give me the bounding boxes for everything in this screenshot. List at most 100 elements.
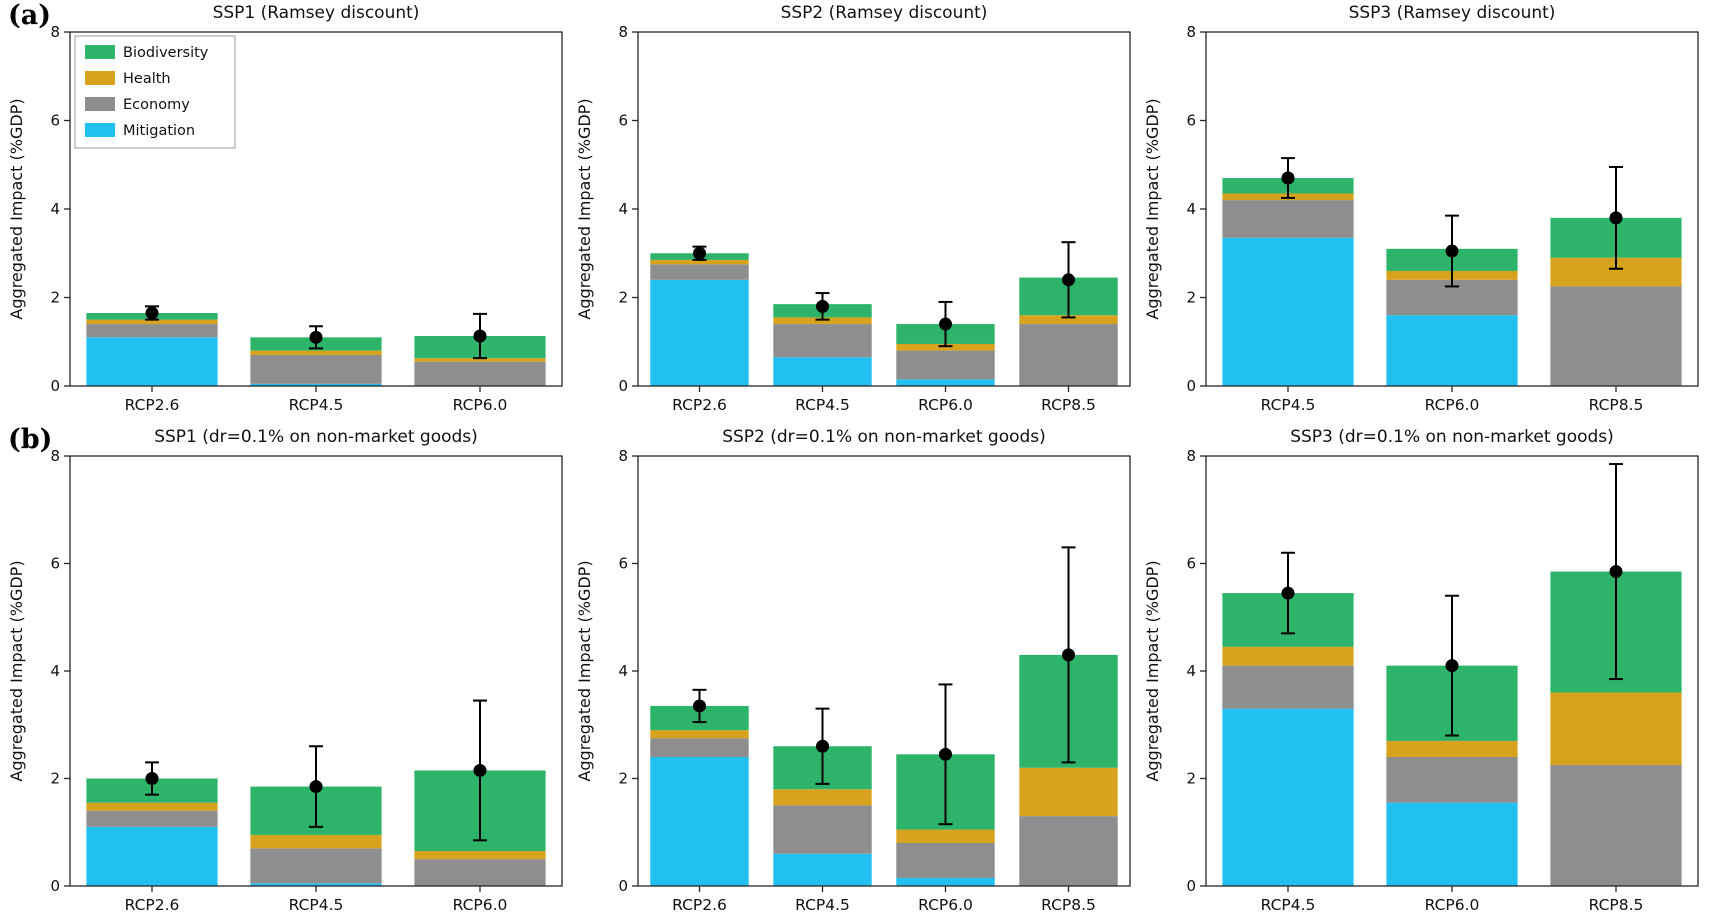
row-b: (b) SSP1 (dr=0.1% on non-market goods) A… (0, 424, 1724, 924)
bar-segment-economy (773, 805, 872, 854)
x-tick-label: RCP2.6 (672, 896, 727, 914)
bar-segment-mitigation (86, 826, 218, 886)
bar-segment-mitigation (86, 337, 218, 386)
mean-dot (309, 330, 323, 344)
x-tick-label: RCP4.5 (795, 396, 850, 414)
x-tick-label: RCP8.5 (1589, 396, 1644, 414)
legend-swatch-biodiversity (85, 45, 115, 59)
x-tick-label: RCP6.0 (1425, 396, 1480, 414)
chart-panel-ssp1-nonmarket: SSP1 (dr=0.1% on non-market goods) Aggre… (6, 424, 574, 924)
mean-dot (1281, 171, 1295, 185)
chart-title: SSP3 (Ramsey discount) (1348, 3, 1556, 23)
bar-segment-health (1019, 315, 1118, 325)
bar-segment-economy (650, 264, 749, 280)
mean-dot (1609, 565, 1623, 579)
bar-segment-economy (1386, 757, 1518, 803)
y-axis-label: Aggregated Impact (%GDP) (7, 560, 26, 781)
bar-segment-health (414, 358, 546, 362)
bar-segment-mitigation (250, 883, 382, 886)
axes-frame (69, 455, 563, 887)
x-tick-label: RCP4.5 (795, 896, 850, 914)
bar-segment-mitigation (250, 383, 382, 386)
y-tick-label: 6 (618, 112, 628, 130)
mean-dot (473, 763, 487, 777)
bar-segment-economy (414, 859, 546, 886)
bar-segment-health (250, 834, 382, 849)
bar-segment-health (86, 802, 218, 811)
bar-segment-health (86, 319, 218, 325)
y-tick-label: 4 (50, 200, 60, 218)
x-tick-label: RCP8.5 (1041, 896, 1096, 914)
mean-dot (816, 299, 829, 313)
y-tick-label: 4 (50, 662, 60, 680)
y-tick-label: 6 (1186, 112, 1196, 130)
y-tick-label: 6 (618, 555, 628, 573)
plot-area: Aggregated Impact (%GDP) 0 2 4 6 8 RCP2.6 RCP4.… (574, 23, 1142, 424)
chart-panel-ssp3-nonmarket: SSP3 (dr=0.1% on non-market goods) Aggre… (1142, 424, 1710, 924)
mean-dot (1445, 244, 1459, 258)
bar-segment-mitigation (1386, 802, 1518, 886)
y-axis-label: Aggregated Impact (%GDP) (575, 560, 594, 781)
bar-segment-economy (1222, 200, 1354, 238)
bar-segment-mitigation (1222, 237, 1354, 386)
legend-label: Health (123, 71, 171, 87)
mean-dot (145, 772, 159, 785)
mean-dot (473, 329, 487, 343)
bar-segment-health (1019, 767, 1118, 817)
y-tick-label: 2 (1186, 289, 1196, 307)
x-tick-label: RCP6.0 (918, 396, 973, 414)
legend-label: Biodiversity (123, 45, 209, 61)
y-tick-label: 8 (618, 26, 628, 41)
mean-dot (1609, 211, 1623, 225)
bar-segment-economy (1222, 665, 1354, 709)
bar-segment-economy (1550, 765, 1682, 886)
legend-swatch-economy (85, 97, 115, 111)
chart-svg: Aggregated Impact (%GDP) 0 2 4 6 8 RCP2.6 RCP4.… (7, 23, 563, 414)
mean-dot (816, 739, 829, 753)
bar-segment-health (1386, 740, 1518, 757)
bar-segment-mitigation (650, 757, 749, 886)
chart-svg: Aggregated Impact (%GDP) 0 2 4 6 8 RCP4.5 RCP6.… (1143, 23, 1699, 414)
plot-area: Aggregated Impact (%GDP) 0 2 4 6 8 RCP4.5 RCP6.… (1142, 23, 1710, 424)
bar-segment-economy (1019, 816, 1118, 886)
row-label-a: (a) (8, 0, 52, 31)
chart-panel-ssp2-nonmarket: SSP2 (dr=0.1% on non-market goods) Aggre… (574, 424, 1142, 924)
y-tick-label: 8 (1186, 26, 1196, 41)
row-label-b: (b) (8, 424, 53, 455)
y-tick-label: 4 (618, 200, 628, 218)
y-tick-label: 8 (618, 450, 628, 465)
chart-panel-ssp2-ramsey: SSP2 (Ramsey discount) Aggregated Impact… (574, 0, 1142, 424)
bar-segment-health (250, 350, 382, 356)
plot-area: Aggregated Impact (%GDP) 0 2 4 6 8 RCP4.5 RCP6.… (1142, 447, 1710, 924)
bar-segment-economy (86, 324, 218, 338)
x-tick-label: RCP4.5 (1261, 396, 1316, 414)
bar-segment-health (414, 851, 546, 860)
axes-frame (637, 31, 1131, 387)
y-tick-label: 2 (1186, 770, 1196, 788)
bar-segment-mitigation (1222, 708, 1354, 886)
bar-segment-economy (1550, 286, 1682, 386)
chart-svg: Aggregated Impact (%GDP) 0 2 4 6 8 RCP2.6 RCP4.… (575, 447, 1131, 914)
y-tick-label: 2 (618, 289, 628, 307)
y-tick-label: 6 (50, 112, 60, 130)
chart-title: SSP3 (dr=0.1% on non-market goods) (1290, 427, 1614, 447)
plot-area: Aggregated Impact (%GDP) 0 2 4 6 8 RCP2.6 RCP4.… (6, 447, 574, 924)
plot-area: Aggregated Impact (%GDP) 0 2 4 6 8 RCP2.6 RCP4.… (574, 447, 1142, 924)
x-tick-label: RCP6.0 (918, 896, 973, 914)
bar-segment-mitigation (650, 279, 749, 386)
bar-segment-health (773, 789, 872, 806)
y-tick-label: 0 (50, 877, 60, 895)
y-tick-label: 8 (50, 26, 60, 41)
bar-segment-mitigation (773, 853, 872, 886)
y-tick-label: 4 (1186, 662, 1196, 680)
y-tick-label: 8 (1186, 450, 1196, 465)
chart-title: SSP2 (dr=0.1% on non-market goods) (722, 427, 1046, 447)
chart-title: SSP1 (Ramsey discount) (212, 3, 420, 23)
bar-segment-health (896, 343, 995, 351)
y-tick-label: 8 (50, 450, 60, 465)
y-axis-label: Aggregated Impact (%GDP) (1143, 560, 1162, 781)
legend-label: Economy (123, 97, 190, 113)
y-tick-label: 0 (1186, 877, 1196, 895)
mean-dot (145, 306, 159, 320)
